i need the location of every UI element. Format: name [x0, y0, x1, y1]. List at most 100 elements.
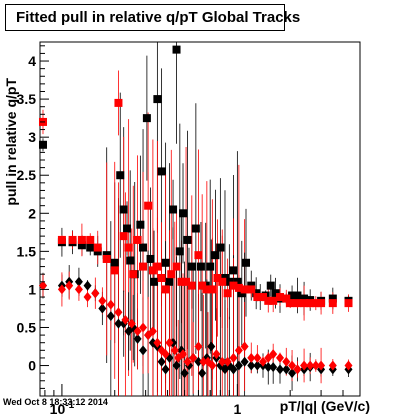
square-marker [172, 262, 181, 271]
square-marker [191, 224, 200, 233]
diamond-marker [240, 356, 249, 367]
diamond-marker [183, 356, 192, 367]
diamond-marker [114, 307, 123, 318]
square-marker [77, 235, 86, 244]
diamond-marker [199, 356, 208, 367]
y-tick-label: 2 [28, 205, 36, 221]
diamond-marker [106, 299, 115, 310]
diamond-marker [83, 292, 92, 303]
square-marker [247, 285, 256, 294]
square-marker [206, 262, 215, 271]
diamond-marker [161, 349, 170, 360]
square-marker [86, 235, 95, 244]
diamond-marker [194, 356, 203, 367]
square-marker [157, 167, 166, 176]
square-marker [300, 294, 309, 303]
diamond-marker [247, 352, 256, 363]
plot-frame [39, 41, 361, 397]
y-tick-label: 1 [28, 281, 36, 297]
diamond-marker [127, 318, 136, 329]
y-tick-label: 4 [28, 53, 36, 69]
square-marker [93, 243, 102, 252]
diamond-marker [264, 362, 273, 373]
square-marker [161, 285, 170, 294]
diamond-marker [165, 337, 174, 348]
diamond-marker [207, 341, 216, 352]
square-marker [300, 299, 309, 308]
square-marker [116, 171, 125, 180]
square-marker [119, 205, 128, 214]
diamond-marker [139, 322, 148, 333]
diamond-marker [288, 360, 297, 371]
square-marker [286, 299, 295, 308]
square-marker [182, 277, 191, 286]
square-marker [194, 251, 203, 260]
diamond-marker [328, 360, 337, 371]
diamond-marker [288, 368, 297, 379]
square-marker [129, 270, 138, 279]
diamond-marker [223, 356, 232, 367]
square-marker [229, 266, 238, 275]
diamond-marker [212, 349, 221, 360]
square-marker [317, 299, 326, 308]
square-marker [242, 258, 251, 267]
diamond-marker [344, 360, 353, 371]
x-axis-title: pT/|q| (GeV/c) [280, 398, 370, 414]
square-marker [276, 293, 285, 302]
square-marker [177, 277, 186, 286]
diamond-marker [133, 326, 142, 337]
square-marker [328, 299, 337, 308]
diamond-marker [57, 284, 66, 295]
diamond-marker [282, 356, 291, 367]
diamond-marker [234, 345, 243, 356]
square-marker [183, 235, 192, 244]
square-marker [119, 232, 128, 241]
y-tick-label: 1.5 [17, 243, 37, 259]
diamond-marker [179, 349, 188, 360]
square-marker [306, 299, 315, 308]
square-marker [208, 285, 217, 294]
diamond-marker [133, 333, 142, 344]
y-tick-label: 3 [28, 129, 36, 145]
square-marker [229, 281, 238, 290]
square-marker [344, 299, 353, 308]
y-tick-label: 0 [28, 358, 36, 374]
square-marker [139, 243, 148, 252]
square-marker [196, 262, 205, 271]
square-marker [216, 243, 225, 252]
square-marker [161, 258, 170, 267]
diamond-marker [229, 364, 238, 375]
square-marker [157, 274, 166, 282]
square-marker [124, 243, 133, 252]
square-marker [77, 241, 86, 250]
y-tick-label: 0.5 [17, 319, 37, 335]
square-marker [328, 294, 337, 303]
square-marker [223, 289, 232, 298]
square-marker [266, 281, 275, 290]
square-marker [123, 224, 132, 233]
diamond-marker [38, 280, 47, 291]
diamond-marker [282, 364, 291, 375]
diamond-marker [161, 364, 170, 375]
diamond-marker [121, 314, 130, 325]
square-marker [175, 247, 184, 256]
square-marker [202, 285, 211, 294]
square-marker [187, 281, 196, 290]
square-marker [153, 262, 162, 271]
square-marker [240, 285, 249, 294]
y-tick-label: 2.5 [17, 167, 37, 183]
diamond-marker [65, 280, 74, 291]
diamond-marker [317, 360, 326, 371]
x-tick-label: 1 [233, 401, 241, 414]
diamond-marker [74, 276, 83, 287]
square-marker [146, 254, 155, 263]
square-marker [234, 283, 243, 292]
chart-title: Fitted pull in relative q/pT Global Trac… [5, 4, 300, 31]
square-marker [218, 277, 227, 286]
y-axis-title: pull in relative q/pT [3, 78, 19, 206]
diamond-marker [234, 360, 243, 371]
square-marker [169, 205, 178, 214]
square-marker [225, 277, 234, 286]
diamond-marker [172, 360, 181, 371]
square-marker [133, 235, 142, 244]
